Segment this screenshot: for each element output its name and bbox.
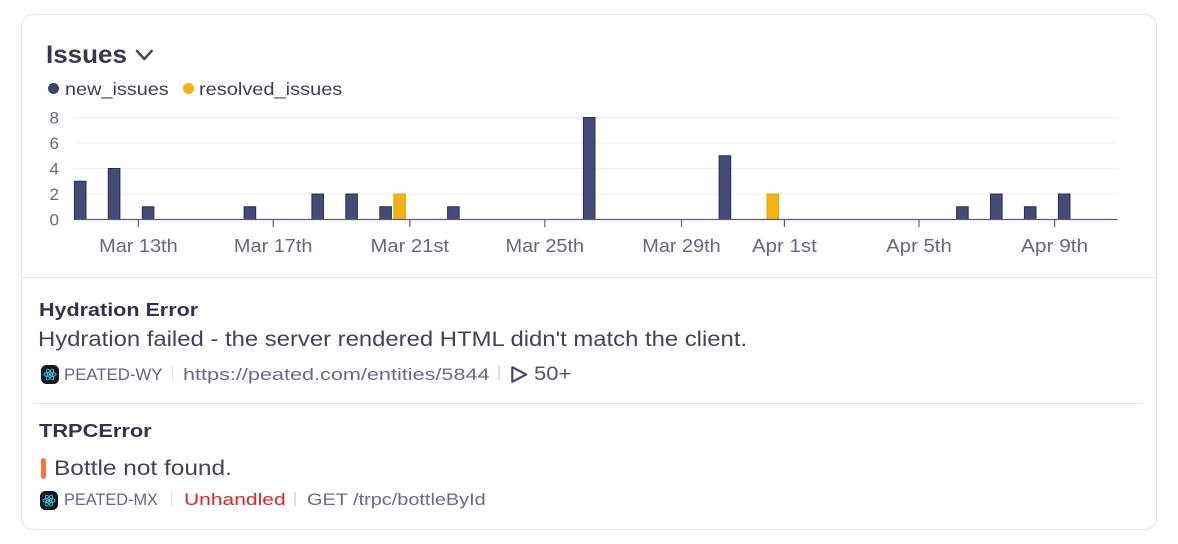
svg-text:8: 8 — [50, 109, 59, 128]
svg-text:Mar 25th: Mar 25th — [506, 236, 585, 256]
svg-text:Apr 5th: Apr 5th — [886, 236, 952, 256]
svg-text:2: 2 — [50, 185, 59, 204]
svg-text:Mar 29th: Mar 29th — [642, 236, 721, 256]
svg-text:Mar 17th: Mar 17th — [234, 236, 313, 256]
svg-text:4: 4 — [50, 160, 59, 179]
svg-text:0: 0 — [50, 211, 59, 230]
svg-text:6: 6 — [50, 134, 59, 153]
svg-text:Mar 21st: Mar 21st — [371, 236, 450, 256]
svg-text:Apr 1st: Apr 1st — [752, 236, 817, 256]
svg-text:Apr 9th: Apr 9th — [1021, 236, 1088, 256]
svg-text:Mar 13th: Mar 13th — [99, 236, 178, 256]
